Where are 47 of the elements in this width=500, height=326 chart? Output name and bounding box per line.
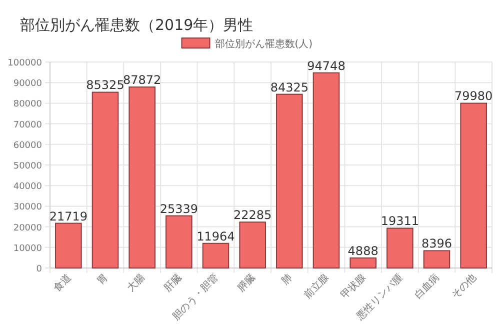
x-tick-label: 白血病 [412, 272, 442, 302]
y-tick-label: 90000 [13, 79, 42, 90]
data-label: 11964 [196, 229, 235, 244]
y-tick-label: 20000 [13, 223, 42, 234]
data-label: 8396 [421, 236, 452, 251]
bar [460, 102, 487, 268]
data-label: 22285 [233, 208, 272, 222]
data-label: 25339 [160, 202, 198, 216]
bar [128, 86, 156, 268]
data-label: 84325 [270, 80, 309, 94]
data-label: 79980 [454, 89, 493, 104]
y-tick-label: 50000 [13, 162, 42, 172]
x-tick-label: その他 [449, 272, 479, 302]
bar [92, 92, 119, 268]
bar [239, 222, 266, 268]
y-tick-label: 40000 [13, 182, 42, 192]
bar [350, 257, 376, 268]
data-label: 87872 [122, 72, 162, 87]
x-tick-label: 甲状腺 [338, 272, 368, 302]
data-label: 21719 [49, 209, 88, 224]
y-tick-label: 0 [36, 264, 42, 274]
y-tick-label: 70000 [13, 120, 42, 130]
legend-label: 部位別がん罹患数(人) [214, 38, 313, 50]
x-tick-label: 前立腺 [302, 272, 332, 302]
data-label: 85325 [86, 78, 124, 92]
data-label: 4888 [348, 244, 378, 258]
y-tick-label: 80000 [13, 100, 42, 110]
y-tick-label: 100000 [8, 58, 42, 68]
bar [386, 228, 414, 268]
bar [55, 222, 82, 268]
data-label: 94748 [307, 58, 346, 73]
x-tick-label: 大腸 [124, 272, 148, 294]
bar [276, 94, 303, 268]
x-tick-label: 膵臓 [235, 272, 258, 294]
y-tick-label: 60000 [13, 140, 42, 151]
y-tick-label: 30000 [13, 202, 42, 213]
bar [312, 72, 340, 268]
x-tick-label: 肝臓 [161, 272, 184, 294]
chart-title: 部位別がん罹患数（2019年）男性 [20, 16, 254, 34]
x-tick-label: 食道 [50, 272, 74, 294]
bar [166, 215, 192, 268]
x-tick-label: 胃 [96, 272, 110, 288]
bar [423, 250, 450, 268]
bar [202, 242, 230, 268]
x-tick-label: 肺 [278, 272, 295, 288]
data-label: 19311 [380, 214, 420, 228]
y-tick-label: 10000 [13, 244, 42, 254]
